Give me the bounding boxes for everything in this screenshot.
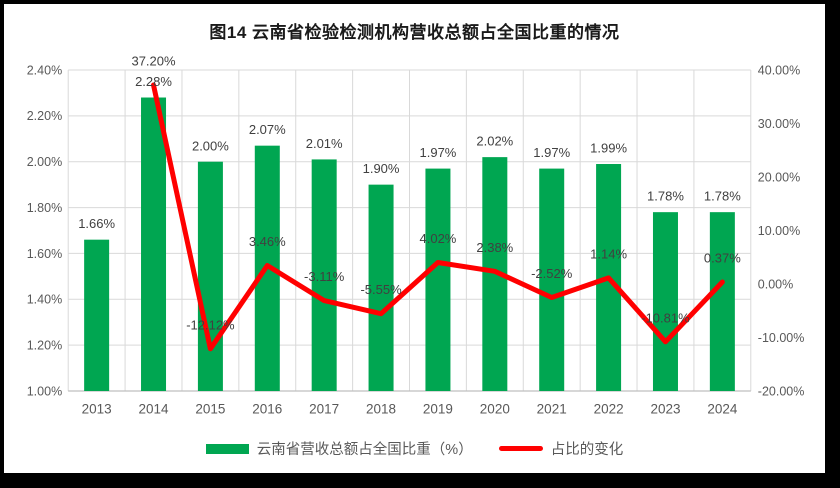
bar-series-swatch xyxy=(205,443,249,454)
svg-text:-10.81%: -10.81% xyxy=(641,310,690,325)
svg-text:10.00%: 10.00% xyxy=(758,224,800,238)
svg-text:2019: 2019 xyxy=(423,402,453,417)
svg-text:20.00%: 20.00% xyxy=(758,170,800,184)
legend: 云南省营收总额占全国比重（%） 占比的变化 xyxy=(4,438,825,459)
svg-text:2017: 2017 xyxy=(309,402,339,417)
svg-text:1.40%: 1.40% xyxy=(27,293,62,307)
svg-text:2023: 2023 xyxy=(650,402,680,417)
svg-text:2.00%: 2.00% xyxy=(192,138,229,153)
svg-text:0.37%: 0.37% xyxy=(704,251,741,266)
chart-title: 图14 云南省检验检测机构营收总额占全国比重的情况 xyxy=(209,23,620,42)
combo-chart: 1.66% 2.28% 2.00% 2.07% 2.01% 1.90% 1.97% 2.02%… xyxy=(27,54,805,417)
svg-text:1.97%: 1.97% xyxy=(533,145,570,160)
svg-text:1.97%: 1.97% xyxy=(420,145,457,160)
chart-canvas: 图14 云南省检验检测机构营收总额占全国比重的情况 1.66% 2.28% 2.00… xyxy=(4,4,825,473)
svg-text:2.07%: 2.07% xyxy=(249,122,286,137)
svg-text:1.80%: 1.80% xyxy=(27,201,62,215)
bar-2023 xyxy=(652,212,678,391)
svg-text:2022: 2022 xyxy=(594,402,624,417)
svg-text:3.46%: 3.46% xyxy=(249,234,286,249)
svg-text:40.00%: 40.00% xyxy=(758,63,800,77)
legend-item-line-series: 占比的变化 xyxy=(498,438,624,459)
svg-text:37.20%: 37.20% xyxy=(131,54,176,69)
bar-2017 xyxy=(311,159,337,391)
svg-text:1.78%: 1.78% xyxy=(704,189,741,204)
svg-text:2018: 2018 xyxy=(366,402,396,417)
svg-text:-12.12%: -12.12% xyxy=(186,317,235,332)
line-series-label: 占比的变化 xyxy=(550,442,624,458)
svg-text:1.66%: 1.66% xyxy=(78,216,115,231)
svg-text:4.02%: 4.02% xyxy=(420,231,457,246)
svg-text:30.00%: 30.00% xyxy=(758,117,800,131)
bar-2013 xyxy=(84,239,110,391)
svg-text:1.99%: 1.99% xyxy=(590,141,627,156)
left-axis-labels: 2.40% 2.20% 2.00% 1.80% 1.60% 1.40% 1.20% 1.00% xyxy=(27,63,62,398)
bar-data-labels: 1.66% 2.28% 2.00% 2.07% 2.01% 1.90% 1.97% 2.02%… xyxy=(78,74,741,231)
x-axis-labels: 2013 2014 2015 2016 2017 2018 2019 2020 2021 2022… xyxy=(82,402,738,417)
svg-text:1.78%: 1.78% xyxy=(647,189,684,204)
bar-series-label: 云南省营收总额占全国比重（%） xyxy=(256,442,473,458)
svg-text:-10.00%: -10.00% xyxy=(758,331,805,345)
svg-text:-20.00%: -20.00% xyxy=(758,384,805,398)
vertical-gridlines xyxy=(67,70,752,391)
bar-2024 xyxy=(709,212,735,391)
svg-text:2.00%: 2.00% xyxy=(27,155,62,169)
svg-text:2020: 2020 xyxy=(480,402,510,417)
svg-text:2.28%: 2.28% xyxy=(135,74,172,89)
svg-text:2.20%: 2.20% xyxy=(27,109,62,123)
svg-text:1.60%: 1.60% xyxy=(27,247,62,261)
line-series-swatch xyxy=(498,446,543,451)
line-series xyxy=(151,82,725,352)
svg-text:2.02%: 2.02% xyxy=(476,134,513,149)
svg-text:2015: 2015 xyxy=(195,402,225,417)
bar-series xyxy=(84,97,735,391)
svg-text:1.20%: 1.20% xyxy=(27,339,62,353)
bar-2015 xyxy=(197,161,223,391)
svg-text:-2.52%: -2.52% xyxy=(531,266,573,281)
svg-text:-5.55%: -5.55% xyxy=(360,282,402,297)
svg-text:2021: 2021 xyxy=(537,402,567,417)
svg-text:2014: 2014 xyxy=(139,402,170,417)
svg-text:2.01%: 2.01% xyxy=(306,136,343,151)
svg-text:-3.11%: -3.11% xyxy=(304,269,345,284)
svg-text:2024: 2024 xyxy=(707,402,738,417)
svg-text:2016: 2016 xyxy=(252,402,282,417)
bar-2019 xyxy=(425,168,451,391)
svg-text:2013: 2013 xyxy=(82,402,112,417)
right-axis-labels: 40.00% 30.00% 20.00% 10.00% 0.00% -10.00% -20.… xyxy=(758,63,805,398)
legend-item-bar-series: 云南省营收总额占全国比重（%） xyxy=(205,438,473,459)
bar-2018 xyxy=(368,184,394,391)
svg-text:2.40%: 2.40% xyxy=(27,63,62,77)
svg-text:0.00%: 0.00% xyxy=(758,277,793,291)
svg-text:2.38%: 2.38% xyxy=(476,240,513,255)
svg-text:1.90%: 1.90% xyxy=(363,161,400,176)
svg-text:1.14%: 1.14% xyxy=(590,246,627,261)
bar-2021 xyxy=(539,168,565,391)
svg-text:1.00%: 1.00% xyxy=(27,384,62,398)
line-data-labels: 37.20% -12.12% 3.46% -3.11% -5.55% 4.02% 2.38%… xyxy=(131,54,741,333)
bar-2014 xyxy=(141,97,167,391)
